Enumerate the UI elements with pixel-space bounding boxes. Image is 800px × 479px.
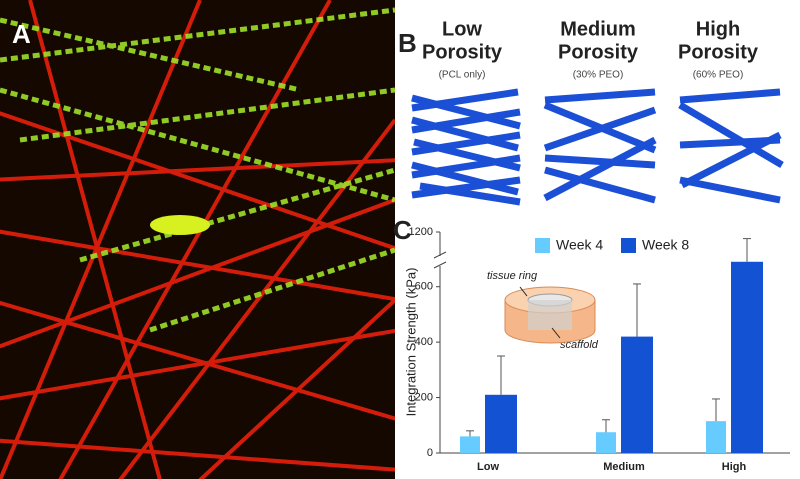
y-tick-label: 1200 bbox=[409, 226, 433, 238]
bar bbox=[596, 432, 616, 453]
bar bbox=[460, 436, 480, 453]
y-tick-label: 600 bbox=[415, 281, 433, 293]
y-tick-label: 200 bbox=[415, 391, 433, 403]
fiber-schematics bbox=[411, 88, 784, 206]
x-tick-label: Low bbox=[477, 461, 499, 473]
porosity-title: Medium bbox=[560, 18, 636, 40]
panel-label: A bbox=[12, 19, 31, 49]
x-tick-label: Medium bbox=[603, 461, 645, 473]
legend-label: Week 8 bbox=[642, 237, 689, 253]
porosity-title: Porosity bbox=[558, 41, 639, 63]
porosity-subtitle: (PCL only) bbox=[439, 70, 486, 81]
porosity-title: Low bbox=[442, 18, 482, 40]
y-tick-label: 0 bbox=[427, 447, 433, 459]
legend-label: Week 4 bbox=[556, 237, 603, 253]
annotation: tissue ring bbox=[487, 270, 538, 282]
axis-break bbox=[433, 261, 447, 269]
porosity-subtitle: (30% PEO) bbox=[573, 70, 624, 81]
bar bbox=[621, 336, 653, 453]
legend-swatch bbox=[535, 238, 550, 253]
bar bbox=[731, 261, 763, 453]
porosity-title: Porosity bbox=[422, 41, 503, 63]
panel-label: C bbox=[393, 215, 412, 245]
bar bbox=[485, 394, 517, 453]
legend-swatch bbox=[621, 238, 636, 253]
y-axis-label: Integration Strength (kPa) bbox=[403, 268, 418, 417]
inset-diagram bbox=[504, 286, 596, 344]
axis-break bbox=[433, 251, 447, 259]
x-tick-label: High bbox=[722, 461, 747, 473]
porosity-title: Porosity bbox=[678, 41, 759, 63]
porosity-title: High bbox=[696, 18, 740, 40]
porosity-subtitle: (60% PEO) bbox=[693, 70, 744, 81]
bar bbox=[706, 421, 726, 453]
micrograph bbox=[0, 0, 395, 479]
y-tick-label: 400 bbox=[415, 336, 433, 348]
panel-label: B bbox=[398, 28, 417, 58]
